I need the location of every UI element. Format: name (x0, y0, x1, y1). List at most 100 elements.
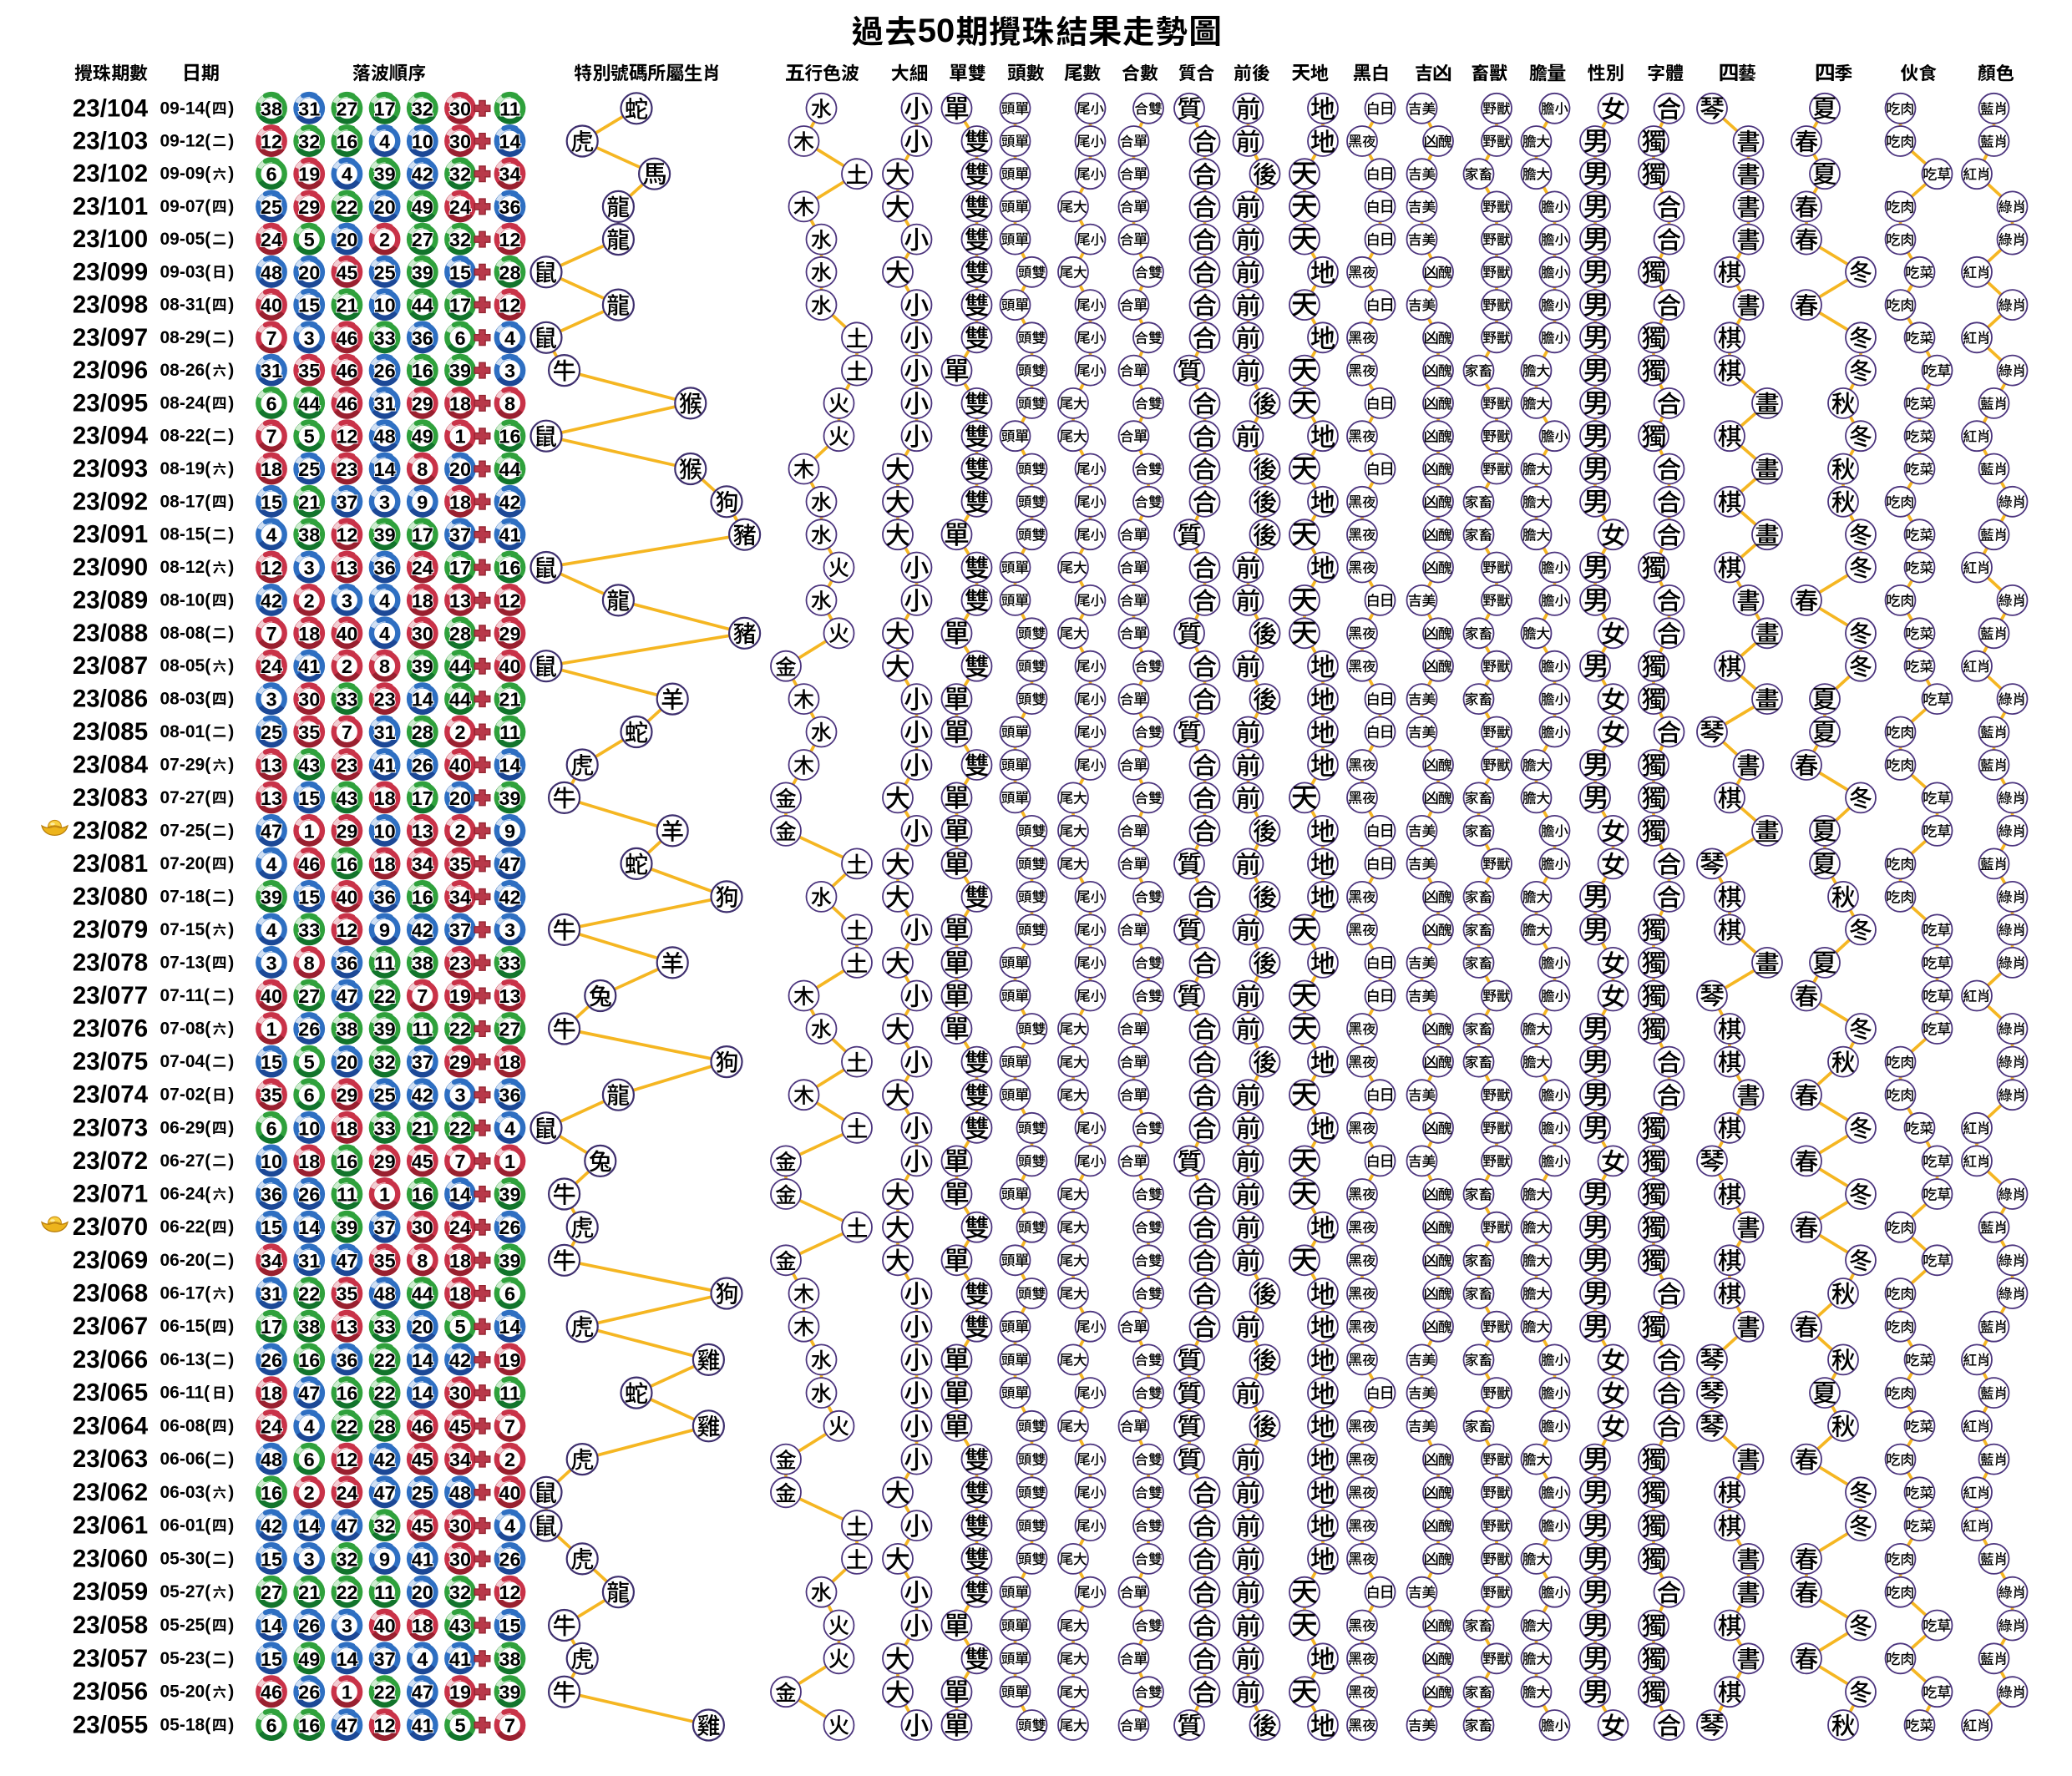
svg-text:): ) (228, 1682, 234, 1702)
svg-text:18: 18 (374, 853, 396, 875)
svg-text:16: 16 (499, 426, 520, 448)
svg-text:12: 12 (499, 229, 520, 250)
svg-text:): ) (228, 590, 234, 610)
svg-text:23/098: 23/098 (73, 291, 148, 319)
svg-text:): ) (228, 393, 234, 412)
svg-text:48: 48 (261, 1449, 282, 1470)
svg-text:40: 40 (336, 623, 357, 645)
svg-text:18: 18 (499, 1051, 520, 1073)
svg-text:42: 42 (412, 1085, 433, 1106)
svg-text:12: 12 (499, 589, 520, 611)
svg-text:31: 31 (261, 360, 282, 382)
svg-text:): ) (228, 296, 234, 315)
svg-text:15: 15 (261, 1217, 282, 1238)
svg-text:23/080: 23/080 (73, 883, 148, 910)
svg-text:06-08(: 06-08( (160, 1416, 211, 1435)
svg-text:14: 14 (298, 1217, 320, 1238)
svg-text:32: 32 (449, 164, 471, 185)
svg-text:08-03(: 08-03( (160, 690, 211, 709)
svg-text:4: 4 (504, 1515, 515, 1537)
svg-text:11: 11 (374, 1581, 395, 1603)
svg-text:23/074: 23/074 (73, 1081, 149, 1109)
svg-text:31: 31 (298, 98, 320, 119)
svg-text:40: 40 (374, 1615, 396, 1637)
svg-text:07-11(: 07-11( (160, 986, 210, 1005)
svg-text:28: 28 (499, 261, 520, 283)
svg-text:1: 1 (304, 820, 315, 842)
svg-text:7: 7 (454, 1151, 465, 1172)
svg-text:05-25(: 05-25( (160, 1616, 211, 1635)
svg-text:6: 6 (266, 392, 276, 414)
svg-text:08-19(: 08-19( (160, 459, 211, 478)
svg-text:15: 15 (499, 1615, 520, 1637)
svg-text:46: 46 (298, 853, 320, 875)
svg-text:3: 3 (342, 1615, 352, 1637)
svg-text:6: 6 (266, 164, 276, 185)
svg-text:20: 20 (374, 196, 396, 218)
svg-text:): ) (228, 821, 234, 840)
svg-text:6: 6 (504, 1283, 515, 1305)
svg-text:26: 26 (261, 1349, 282, 1371)
svg-text:46: 46 (261, 1682, 282, 1703)
svg-text:14: 14 (499, 755, 520, 777)
svg-text:24: 24 (261, 229, 282, 250)
svg-text:23/097: 23/097 (73, 324, 148, 352)
svg-text:): ) (228, 756, 234, 775)
svg-text:18: 18 (336, 1117, 357, 1139)
svg-text:6: 6 (266, 1715, 276, 1737)
svg-text:20: 20 (412, 1581, 433, 1603)
svg-text:23/096: 23/096 (73, 357, 148, 384)
svg-text:33: 33 (374, 327, 396, 349)
svg-text:46: 46 (412, 1415, 433, 1437)
svg-text:22: 22 (374, 1383, 396, 1404)
svg-text:23: 23 (449, 952, 471, 974)
svg-text:30: 30 (449, 1383, 471, 1404)
svg-text:06-24(: 06-24( (160, 1185, 211, 1204)
svg-text:07-04(: 07-04( (160, 1052, 211, 1071)
svg-text:): ) (228, 1151, 234, 1171)
svg-text:37: 37 (449, 919, 471, 941)
svg-text:): ) (228, 1416, 234, 1435)
svg-text:): ) (228, 1085, 234, 1105)
svg-text:14: 14 (449, 1184, 471, 1206)
svg-text:3: 3 (304, 557, 315, 579)
svg-text:21: 21 (298, 491, 320, 513)
svg-text:23/085: 23/085 (73, 718, 148, 746)
svg-text:7: 7 (342, 721, 352, 743)
svg-text:47: 47 (499, 853, 520, 875)
svg-text:23/099: 23/099 (73, 258, 148, 286)
svg-text:39: 39 (336, 1217, 357, 1238)
svg-text:27: 27 (499, 1019, 520, 1040)
svg-text:30: 30 (298, 689, 320, 711)
svg-text:08-31(: 08-31( (160, 296, 211, 315)
svg-text:22: 22 (374, 1682, 396, 1703)
svg-text:49: 49 (412, 426, 433, 448)
svg-text:10: 10 (374, 820, 396, 842)
svg-text:48: 48 (261, 261, 282, 283)
svg-text:37: 37 (336, 491, 357, 513)
svg-text:15: 15 (261, 1548, 282, 1570)
svg-text:23/094: 23/094 (73, 422, 149, 450)
svg-text:23/087: 23/087 (73, 652, 148, 680)
svg-text:10: 10 (261, 1151, 282, 1172)
svg-text:23/064: 23/064 (73, 1412, 149, 1440)
svg-text:50: 50 (918, 13, 955, 49)
svg-text:37: 37 (412, 1051, 433, 1073)
svg-text:38: 38 (298, 524, 320, 546)
svg-text:23/079: 23/079 (73, 916, 148, 944)
svg-text:23/070: 23/070 (73, 1213, 148, 1241)
svg-text:23/078: 23/078 (73, 949, 148, 976)
svg-text:30: 30 (412, 1217, 433, 1238)
svg-text:15: 15 (298, 886, 320, 908)
svg-text:11: 11 (499, 98, 520, 119)
svg-text:39: 39 (374, 524, 396, 546)
svg-text:9: 9 (379, 919, 390, 941)
svg-text:5: 5 (304, 1051, 315, 1073)
svg-text:33: 33 (374, 1117, 396, 1139)
svg-text:3: 3 (304, 1548, 315, 1570)
svg-text:36: 36 (499, 1085, 520, 1106)
svg-text:): ) (228, 1549, 234, 1568)
svg-text:1: 1 (504, 1151, 515, 1172)
svg-text:): ) (228, 1582, 234, 1601)
svg-text:12: 12 (336, 524, 357, 546)
